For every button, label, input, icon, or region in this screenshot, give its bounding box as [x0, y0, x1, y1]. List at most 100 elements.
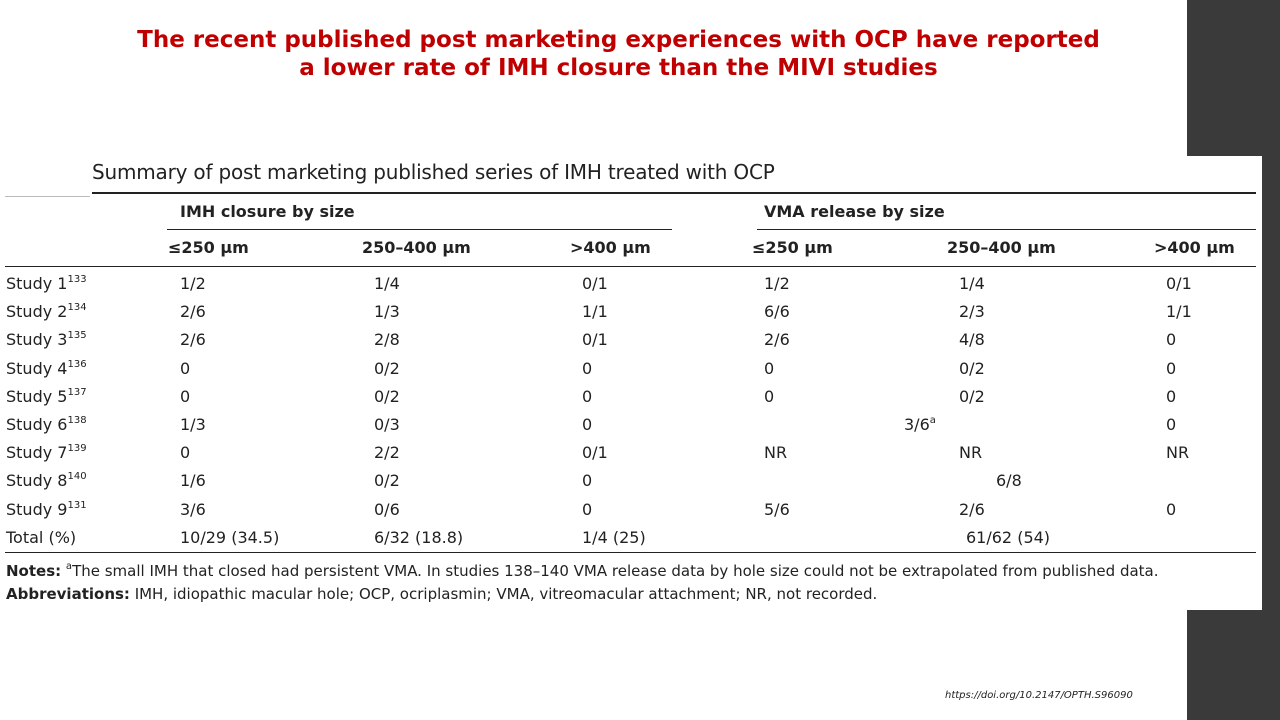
table-cell: 0/2 — [959, 386, 985, 406]
table-cell: 0/2 — [959, 358, 985, 378]
table-cell: 2/6 — [959, 499, 985, 519]
notes-label: Notes: — [6, 562, 62, 580]
table-cell: 1/2 — [180, 274, 206, 293]
table-cell: NR — [764, 443, 788, 463]
abbreviations-label: Abbreviations: — [6, 585, 130, 603]
row-label: Study 6138 — [6, 415, 87, 435]
row-reference: 139 — [67, 443, 87, 455]
row-label-text: Study 7 — [6, 443, 68, 463]
merged-cell: 3/6a — [904, 415, 936, 435]
row-label: Study 4136 — [6, 359, 87, 379]
sub-header-3: ≤250 µm — [752, 238, 833, 257]
group-header-imh-closure: IMH closure by size — [180, 202, 355, 221]
row-label-text: Study 9 — [6, 499, 68, 519]
table-cell: NR — [1166, 443, 1190, 463]
row-reference: 140 — [67, 471, 87, 483]
table-cell: 0/2 — [374, 358, 400, 378]
table-cell: 2/6 — [764, 330, 790, 350]
row-reference: 133 — [67, 274, 87, 285]
merged-cell-text: 6/8 — [996, 471, 1022, 491]
table-cell: 1/4 (25) — [582, 527, 646, 547]
merged-cell-text: 61/62 (54) — [966, 527, 1051, 547]
row-reference: 135 — [67, 330, 87, 342]
table-cell: 0 — [582, 358, 593, 378]
slide-title-line-1: The recent published post marketing expe… — [137, 27, 1100, 53]
sub-header-2: >400 µm — [570, 238, 651, 257]
table-cell: 1/1 — [582, 302, 608, 322]
table-cell: 0 — [1166, 330, 1177, 350]
table-cell: 0/2 — [374, 471, 400, 491]
table-cell: 0 — [764, 358, 775, 378]
table-cell: 2/6 — [180, 302, 206, 322]
table-cell: 1/1 — [1166, 302, 1192, 322]
table-notes: Notes: aThe small IMH that closed had pe… — [6, 562, 1159, 581]
table-cell: 10/29 (34.5) — [180, 527, 280, 547]
abbreviations-text: IMH, idiopathic macular hole; OCP, ocrip… — [129, 585, 878, 603]
table-cell: 2/3 — [959, 302, 985, 322]
table-panel: Summary of post marketing published seri… — [0, 156, 1262, 610]
row-label: Study 1133 — [6, 274, 87, 294]
table-cell: NR — [959, 443, 983, 463]
table-abbreviations: Abbreviations: IMH, idiopathic macular h… — [6, 585, 877, 603]
table-cell: 6/32 (18.8) — [374, 527, 464, 547]
table-cell: 2/8 — [374, 330, 400, 350]
table-cell: 0 — [764, 386, 775, 406]
row-label: Total (%) — [6, 528, 76, 548]
row-label: Study 2134 — [6, 302, 87, 322]
row-label: Study 3135 — [6, 330, 87, 350]
row-label-text: Study 4 — [6, 358, 68, 378]
sub-header-0: ≤250 µm — [168, 238, 249, 257]
group-rule-vma — [757, 229, 1256, 230]
table-left-rule — [5, 196, 90, 197]
table-caption: Summary of post marketing published seri… — [92, 160, 775, 184]
table-cell: 0/1 — [1166, 274, 1192, 293]
table-cell: 0/1 — [582, 443, 608, 463]
row-label: Study 9131 — [6, 500, 87, 520]
sub-header-1: 250–400 µm — [362, 238, 471, 257]
row-label: Study 5137 — [6, 387, 87, 407]
table-cell: 1/3 — [374, 302, 400, 322]
row-label-text: Study 2 — [6, 302, 68, 322]
table-cell: 0 — [1166, 415, 1177, 434]
table-cell: 0 — [1166, 386, 1177, 406]
table-cell: 1/2 — [764, 274, 790, 293]
table-cell: 0/2 — [374, 386, 400, 406]
table-cell: 0 — [582, 415, 593, 434]
table-cell: 0 — [180, 358, 191, 378]
sub-header-5: >400 µm — [1154, 238, 1235, 257]
table-cell: 0/1 — [582, 274, 608, 293]
table-cell: 1/4 — [374, 274, 400, 293]
doi-citation: https://doi.org/10.2147/OPTH.S96090 — [945, 690, 1133, 701]
group-rule-imh — [167, 229, 672, 230]
row-reference: 134 — [67, 302, 87, 314]
slide-title-line-2: a lower rate of IMH closure than the MIV… — [299, 55, 938, 81]
row-label: Study 8140 — [6, 471, 87, 491]
table-top-rule — [92, 192, 1256, 194]
merged-cell-footnote-mark: a — [929, 415, 936, 426]
row-label-text: Study 3 — [6, 330, 68, 350]
table-cell: 0/3 — [374, 415, 400, 434]
header-bottom-rule — [5, 266, 1256, 267]
row-reference: 138 — [67, 415, 87, 426]
row-reference: 137 — [67, 386, 87, 398]
table-cell: 1/4 — [959, 274, 985, 293]
table-cell: 1/6 — [180, 471, 206, 491]
table-cell: 0/1 — [582, 330, 608, 350]
table-cell: 0 — [1166, 358, 1177, 378]
table-cell: 0 — [1166, 499, 1177, 519]
table-cell: 0 — [582, 471, 593, 491]
table-cell: 4/8 — [959, 330, 985, 350]
table-cell: 2/6 — [180, 330, 206, 350]
table-cell: 0 — [180, 386, 191, 406]
table-cell: 3/6 — [180, 499, 206, 519]
row-label-text: Study 8 — [6, 471, 68, 491]
table-cell: 1/3 — [180, 415, 206, 434]
slide-title: The recent published post marketing expe… — [0, 26, 1237, 82]
group-header-vma-release: VMA release by size — [764, 202, 945, 221]
sub-header-4: 250–400 µm — [947, 238, 1056, 257]
row-label-text: Study 1 — [6, 274, 68, 293]
table-cell: 5/6 — [764, 499, 790, 519]
row-label-text: Study 6 — [6, 415, 68, 434]
table-cell: 0 — [180, 443, 191, 463]
table-bottom-rule — [5, 552, 1256, 553]
